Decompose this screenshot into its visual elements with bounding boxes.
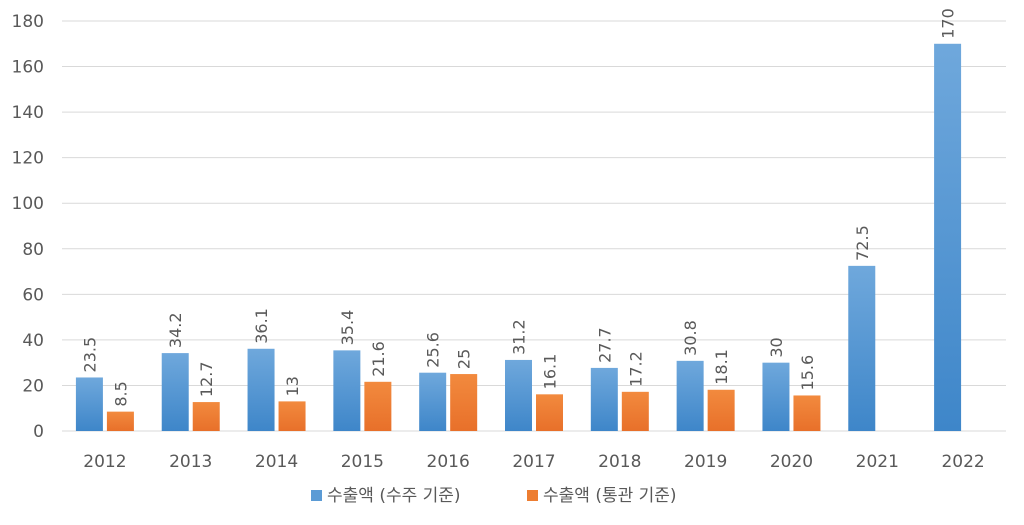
data-label: 25 <box>455 349 474 369</box>
y-tick-label: 160 <box>12 58 44 78</box>
bar-series1-2022 <box>934 43 962 432</box>
data-label: 12.7 <box>197 361 216 397</box>
data-label: 17.2 <box>626 351 645 387</box>
bar-series1-2012 <box>75 377 103 431</box>
data-label: 23.5 <box>80 337 99 373</box>
legend-swatch <box>311 490 322 501</box>
x-tick-label: 2019 <box>684 452 727 472</box>
data-label: 21.6 <box>369 341 388 377</box>
data-label: 170 <box>939 8 958 39</box>
bar-series1-2013 <box>161 353 189 431</box>
y-tick-label: 100 <box>12 194 44 214</box>
bar-series1-2016 <box>419 372 447 431</box>
legend-swatch <box>527 490 538 501</box>
bar-series1-2018 <box>590 367 618 431</box>
y-tick-label: 180 <box>12 12 44 32</box>
x-tick-label: 2020 <box>770 452 813 472</box>
data-label: 34.2 <box>166 312 185 348</box>
bar-series2-2020 <box>793 395 821 431</box>
data-label: 13 <box>283 376 302 396</box>
data-label: 8.5 <box>111 381 130 406</box>
bar-series2-2019 <box>707 389 735 431</box>
data-label: 31.2 <box>510 319 529 355</box>
data-labels: 23.5 8.5 34.2 12.7 36.1 13 35.4 21.6 25.6 25 31.2 1… <box>80 8 957 406</box>
bar-series2-2013 <box>192 402 220 431</box>
x-tick-label: 2017 <box>512 452 555 472</box>
bar-series2-2017 <box>536 394 563 431</box>
bar-series2-2012 <box>106 411 134 431</box>
y-tick-label: 40 <box>22 331 44 351</box>
data-label: 15.6 <box>798 355 817 391</box>
bar-series1-2017 <box>505 359 532 431</box>
bar-series2-2014 <box>278 401 306 431</box>
bar-series1-2015 <box>333 350 361 431</box>
data-label: 30 <box>767 337 786 357</box>
x-tick-label: 2012 <box>83 452 126 472</box>
bar-series1-2019 <box>676 360 704 431</box>
x-tick-label: 2015 <box>341 452 384 472</box>
x-axis-ticks: 2012 2013 2014 2015 2016 2017 2018 2019 2020 2021… <box>83 452 984 472</box>
legend-label: 수출액 (통관 기준) <box>543 486 677 506</box>
y-tick-label: 80 <box>22 240 44 260</box>
x-tick-label: 2018 <box>598 452 641 472</box>
legend: 수출액 (수주 기준) 수출액 (통관 기준) <box>311 486 677 506</box>
data-label: 25.6 <box>424 332 443 368</box>
x-tick-label: 2022 <box>941 452 984 472</box>
data-label: 36.1 <box>252 308 271 344</box>
y-tick-label: 140 <box>12 103 44 123</box>
y-tick-label: 20 <box>22 376 44 396</box>
bar-series2-2016 <box>450 374 478 431</box>
data-label: 16.1 <box>541 354 560 390</box>
y-tick-label: 120 <box>12 149 44 169</box>
bar-series2-2015 <box>364 381 392 431</box>
bar-series1-2021 <box>848 265 876 431</box>
data-label: 30.8 <box>681 320 700 356</box>
bars <box>75 43 962 432</box>
x-tick-label: 2016 <box>427 452 470 472</box>
data-label: 27.7 <box>595 327 614 363</box>
y-tick-label: 0 <box>33 422 44 442</box>
x-tick-label: 2014 <box>255 452 298 472</box>
legend-label: 수출액 (수주 기준) <box>327 486 461 506</box>
y-axis-ticks: 0 20 40 60 80 100 120 140 160 180 <box>12 12 44 442</box>
bar-series1-2014 <box>247 348 275 431</box>
data-label: 35.4 <box>338 310 357 346</box>
x-tick-label: 2013 <box>169 452 212 472</box>
gridlines <box>62 20 1006 432</box>
data-label: 18.1 <box>712 349 731 385</box>
bar-series2-2018 <box>621 391 649 431</box>
data-label: 72.5 <box>853 225 872 261</box>
y-tick-label: 60 <box>22 285 44 305</box>
x-tick-label: 2021 <box>856 452 899 472</box>
bar-series1-2020 <box>762 362 790 431</box>
